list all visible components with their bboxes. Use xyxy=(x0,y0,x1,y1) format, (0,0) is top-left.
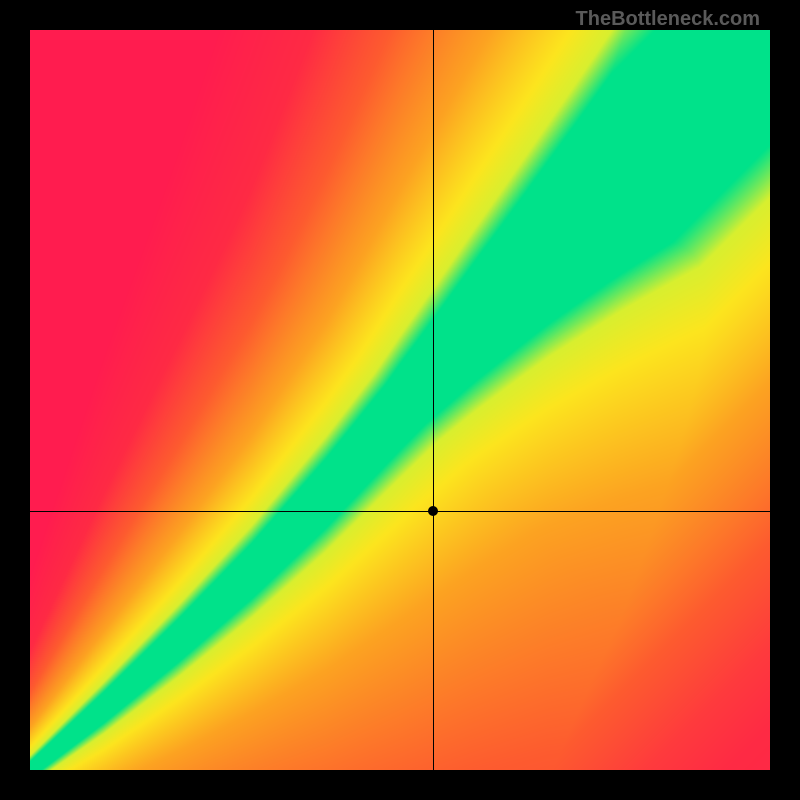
crosshair-horizontal xyxy=(30,511,770,512)
watermark-text: TheBottleneck.com xyxy=(576,8,760,31)
heatmap-canvas xyxy=(30,30,770,770)
plot-area xyxy=(30,30,770,770)
crosshair-vertical xyxy=(433,30,434,770)
marker-dot xyxy=(428,506,438,516)
chart-container: TheBottleneck.com xyxy=(0,0,800,800)
